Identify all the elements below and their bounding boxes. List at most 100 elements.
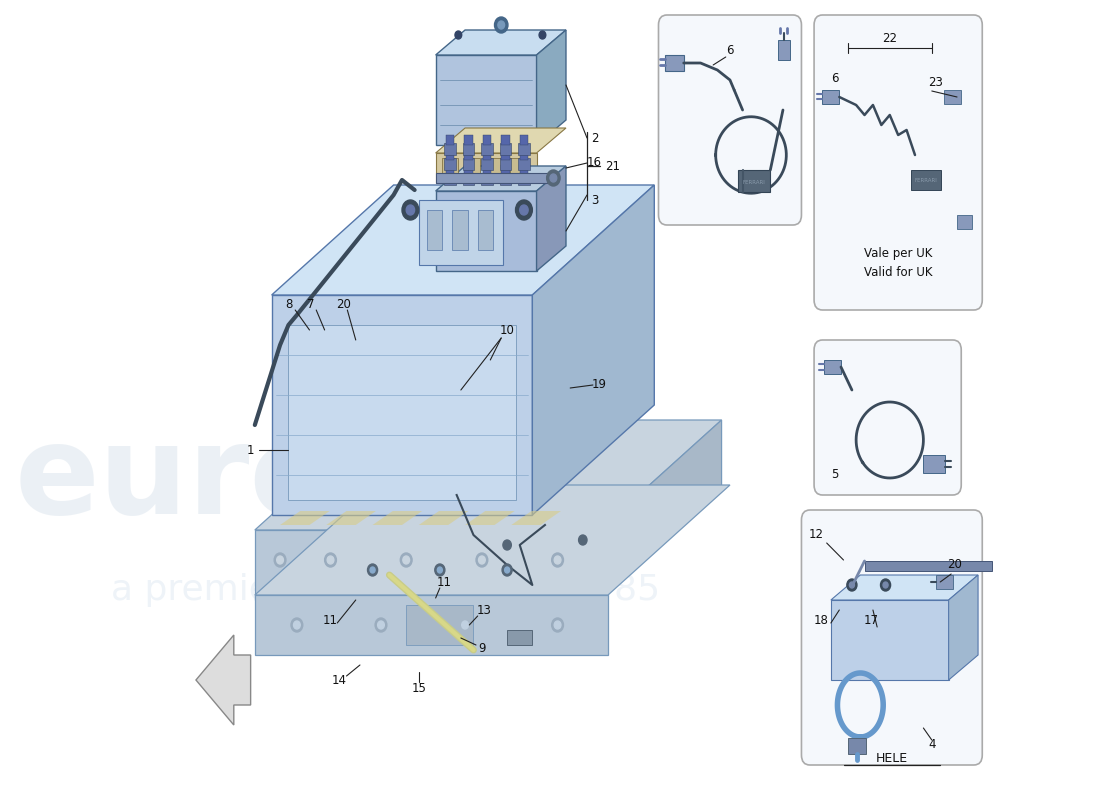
Circle shape (554, 621, 561, 629)
Bar (487, 158, 503, 178)
Polygon shape (419, 511, 469, 525)
Circle shape (274, 553, 286, 567)
FancyBboxPatch shape (802, 510, 982, 765)
Circle shape (367, 564, 377, 576)
Bar (462, 173, 474, 185)
Circle shape (495, 17, 508, 33)
Text: 6: 6 (832, 71, 839, 85)
FancyBboxPatch shape (659, 15, 802, 225)
Polygon shape (532, 185, 654, 515)
Text: 15: 15 (411, 682, 427, 694)
Bar (823, 90, 839, 104)
Bar (936, 575, 953, 589)
Polygon shape (419, 200, 503, 265)
Polygon shape (255, 595, 608, 655)
Text: 13: 13 (477, 603, 492, 617)
Bar (865, 561, 992, 571)
Bar (452, 210, 468, 250)
Circle shape (554, 556, 561, 564)
Bar (502, 165, 509, 175)
Polygon shape (272, 295, 532, 515)
Circle shape (455, 31, 462, 39)
Bar (444, 158, 455, 170)
Bar (911, 170, 942, 190)
Circle shape (403, 556, 409, 564)
Circle shape (847, 579, 857, 591)
Bar (464, 135, 473, 145)
Circle shape (516, 200, 532, 220)
Circle shape (375, 618, 387, 632)
Circle shape (505, 567, 509, 573)
Polygon shape (436, 153, 537, 183)
Polygon shape (327, 511, 376, 525)
Text: 18: 18 (813, 614, 828, 626)
Circle shape (552, 553, 563, 567)
Circle shape (277, 556, 284, 564)
Circle shape (327, 556, 334, 564)
Circle shape (502, 564, 513, 576)
Polygon shape (373, 511, 422, 525)
Polygon shape (512, 511, 561, 525)
Bar (666, 55, 684, 71)
Circle shape (552, 618, 563, 632)
Polygon shape (830, 600, 948, 680)
Polygon shape (830, 575, 978, 600)
Bar (738, 170, 770, 192)
Bar (444, 173, 455, 185)
Bar (502, 135, 509, 145)
Polygon shape (255, 485, 730, 595)
Text: Valid for UK: Valid for UK (864, 266, 933, 279)
Polygon shape (272, 185, 654, 295)
Bar (481, 173, 493, 185)
Text: 17: 17 (864, 614, 879, 626)
Bar (406, 605, 473, 645)
Circle shape (400, 553, 412, 567)
Bar (481, 158, 493, 170)
Bar (464, 150, 473, 160)
Bar (923, 455, 945, 473)
Text: FERRARI: FERRARI (914, 178, 937, 182)
Circle shape (370, 567, 375, 573)
Bar (481, 143, 493, 155)
Circle shape (402, 200, 419, 220)
Circle shape (324, 553, 337, 567)
Polygon shape (255, 530, 600, 600)
Circle shape (547, 170, 560, 186)
Bar (499, 173, 512, 185)
Text: 23: 23 (928, 77, 944, 90)
Circle shape (377, 621, 384, 629)
Polygon shape (288, 325, 516, 500)
Text: 7: 7 (307, 298, 315, 311)
FancyBboxPatch shape (814, 15, 982, 310)
Bar (518, 158, 530, 170)
Text: 2: 2 (591, 131, 598, 145)
Bar (483, 150, 491, 160)
Text: 10: 10 (499, 323, 515, 337)
Bar (957, 215, 972, 229)
Circle shape (498, 21, 505, 29)
Circle shape (459, 618, 471, 632)
Polygon shape (537, 30, 566, 145)
Bar (446, 135, 454, 145)
Bar (499, 158, 512, 170)
Bar (502, 150, 509, 160)
Circle shape (478, 556, 485, 564)
Polygon shape (436, 173, 553, 183)
Text: 20: 20 (336, 298, 351, 311)
Text: HELE: HELE (877, 751, 909, 765)
Bar (427, 210, 442, 250)
Bar (483, 165, 491, 175)
Circle shape (462, 621, 469, 629)
Bar (446, 150, 454, 160)
Bar (510, 158, 526, 178)
Circle shape (438, 567, 442, 573)
Polygon shape (537, 166, 566, 271)
Bar (848, 738, 866, 754)
Circle shape (406, 205, 415, 215)
Bar (444, 143, 455, 155)
Text: 20: 20 (947, 558, 962, 571)
Circle shape (519, 205, 528, 215)
Text: 16: 16 (587, 157, 602, 170)
Bar (446, 165, 454, 175)
Bar (824, 360, 842, 374)
